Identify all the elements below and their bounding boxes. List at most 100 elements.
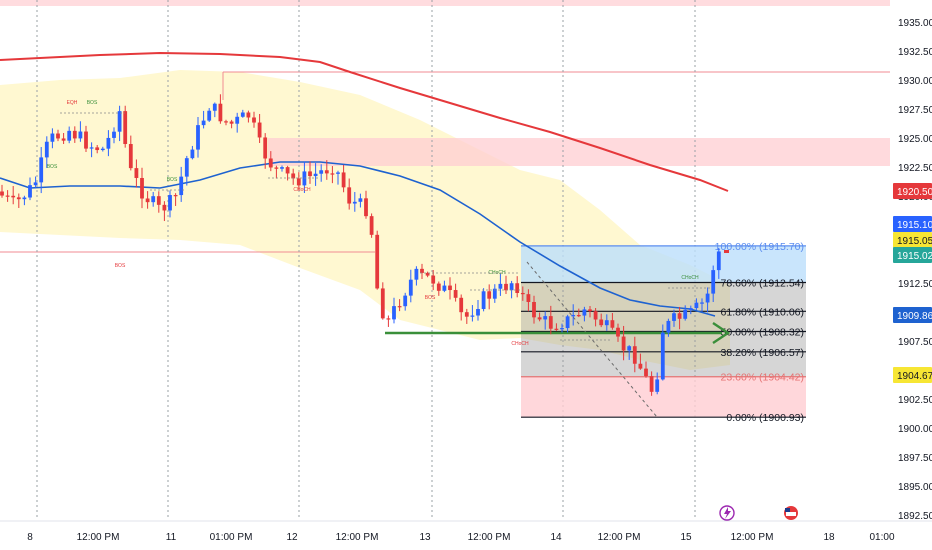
time-tick-8: 14 xyxy=(550,532,562,543)
candle-body-84 xyxy=(470,315,475,317)
candle-body-128 xyxy=(716,251,721,271)
candle-body-9 xyxy=(50,133,55,142)
candle-body-86 xyxy=(481,291,486,310)
candle-body-67 xyxy=(375,234,380,289)
candle-body-56 xyxy=(313,173,318,177)
candle-body-11 xyxy=(61,138,66,141)
candle-body-55 xyxy=(308,171,312,177)
candle-body-20 xyxy=(112,131,116,138)
price-axis-bg xyxy=(890,0,932,550)
time-tick-4: 12 xyxy=(286,532,298,543)
candle-body-53 xyxy=(296,178,301,186)
candle-body-3 xyxy=(16,197,21,200)
candle-body-117 xyxy=(655,379,660,392)
time-tick-3: 01:00 PM xyxy=(210,532,253,543)
candle-body-69 xyxy=(386,318,391,320)
candle-body-32 xyxy=(179,176,184,196)
time-tick-2: 11 xyxy=(166,532,177,543)
candle-body-71 xyxy=(397,306,402,308)
supply-zone xyxy=(268,138,890,166)
candle-body-45 xyxy=(252,117,256,123)
price-tag-text-tag-high: 1915.10 xyxy=(897,220,932,231)
event-icons[interactable] xyxy=(719,505,798,521)
candle-body-64 xyxy=(358,198,363,202)
fibonacci-retracement[interactable]: 100.00% (1915.70) 78.60% (1912.54) 61.80% … xyxy=(385,241,806,424)
structure-label-2: BOS xyxy=(87,100,98,106)
fib-label-3: 50.00% (1908.32) xyxy=(721,326,804,338)
candle-body-22 xyxy=(123,111,128,145)
price-tag-tag-last xyxy=(893,247,932,263)
candle-body-19 xyxy=(106,137,111,149)
time-axis[interactable]: 8 12:00 PM 11 01:00 PM 12 12:00 PM 13 12:00 PM 1… xyxy=(0,520,932,550)
candle-body-28 xyxy=(156,196,161,205)
time-tick-12: 18 xyxy=(823,532,835,543)
time-axis-bg xyxy=(0,521,932,550)
structure-label-5: CHoCH xyxy=(293,187,311,193)
price-axis[interactable]: 1935.00 1932.50 1930.00 1927.50 1925.00 1922.… xyxy=(890,0,932,550)
candle-body-99 xyxy=(554,328,559,330)
fib-trendline xyxy=(526,261,658,418)
price-tick-9: 1907.50 xyxy=(898,337,932,348)
candle-body-112 xyxy=(627,346,632,351)
candle-body-78 xyxy=(436,283,441,291)
candle-body-30 xyxy=(168,195,172,211)
candle-body-35 xyxy=(196,125,200,150)
candle-body-116 xyxy=(649,376,654,392)
candle-body-122 xyxy=(683,309,688,319)
candle-body-68 xyxy=(380,288,385,319)
candle-body-80 xyxy=(448,285,452,291)
candle-body-118 xyxy=(660,332,665,380)
candle-body-106 xyxy=(593,311,598,320)
candle-body-121 xyxy=(677,313,682,319)
price-tag-text-ma-red: 1920.50 xyxy=(897,187,932,198)
candle-body-2 xyxy=(11,195,16,198)
candle-body-100 xyxy=(560,328,564,330)
candle-body-110 xyxy=(616,327,620,337)
structure-label-4: BOS xyxy=(115,263,126,269)
lightning-event-icon[interactable] xyxy=(719,505,735,521)
candle-body-47 xyxy=(263,137,268,159)
candle-body-62 xyxy=(347,187,352,204)
flag-icon-canton xyxy=(785,508,790,512)
candle-body-109 xyxy=(610,320,615,328)
price-tick-8: 1912.50 xyxy=(898,279,932,290)
flag-icon-stripe xyxy=(786,512,796,516)
time-tick-1: 12:00 PM xyxy=(77,532,120,543)
candle-body-49 xyxy=(274,167,279,169)
candle-body-70 xyxy=(392,306,396,320)
moving-averages xyxy=(0,51,729,317)
fib-label-0: 100.00% (1915.70) xyxy=(715,241,804,253)
price-tag-text-tag-fib100: 1915.05 xyxy=(897,236,932,247)
lightning-icon-bolt xyxy=(724,507,731,519)
time-tick-5: 12:00 PM xyxy=(336,532,379,543)
candle-body-36 xyxy=(201,120,206,126)
candle-body-17 xyxy=(95,147,100,151)
candle-body-85 xyxy=(476,309,480,316)
candle-current xyxy=(724,250,729,253)
candle-body-23 xyxy=(128,144,133,169)
candle-body-101 xyxy=(565,316,570,329)
price-tick-3: 1927.50 xyxy=(898,105,932,116)
time-tick-13: 01:00 xyxy=(869,532,894,543)
candle-body-74 xyxy=(414,268,419,280)
candle-body-72 xyxy=(403,295,408,307)
candle-body-97 xyxy=(543,316,548,320)
candle-body-120 xyxy=(672,313,676,321)
price-tick-10: 1902.50 xyxy=(898,395,932,406)
fib-label-4: 38.20% (1906.57) xyxy=(721,347,804,359)
candle-body-105 xyxy=(588,309,592,312)
candle-body-54 xyxy=(302,171,307,186)
flag-event-icon[interactable] xyxy=(784,506,798,520)
candle-body-38 xyxy=(212,103,217,111)
fib-label-5: 23.60% (1904.42) xyxy=(721,372,804,384)
price-tick-13: 1895.00 xyxy=(898,482,932,493)
candle-body-103 xyxy=(576,315,581,317)
ma-long-line xyxy=(0,51,729,192)
fib-band-0 xyxy=(521,376,806,418)
candle-body-124 xyxy=(694,302,699,309)
candle-body-29 xyxy=(162,204,167,211)
price-tag-ma-red xyxy=(893,183,932,199)
fib-label-2: 61.80% (1910.06) xyxy=(721,306,804,318)
candle-body-90 xyxy=(504,283,508,291)
